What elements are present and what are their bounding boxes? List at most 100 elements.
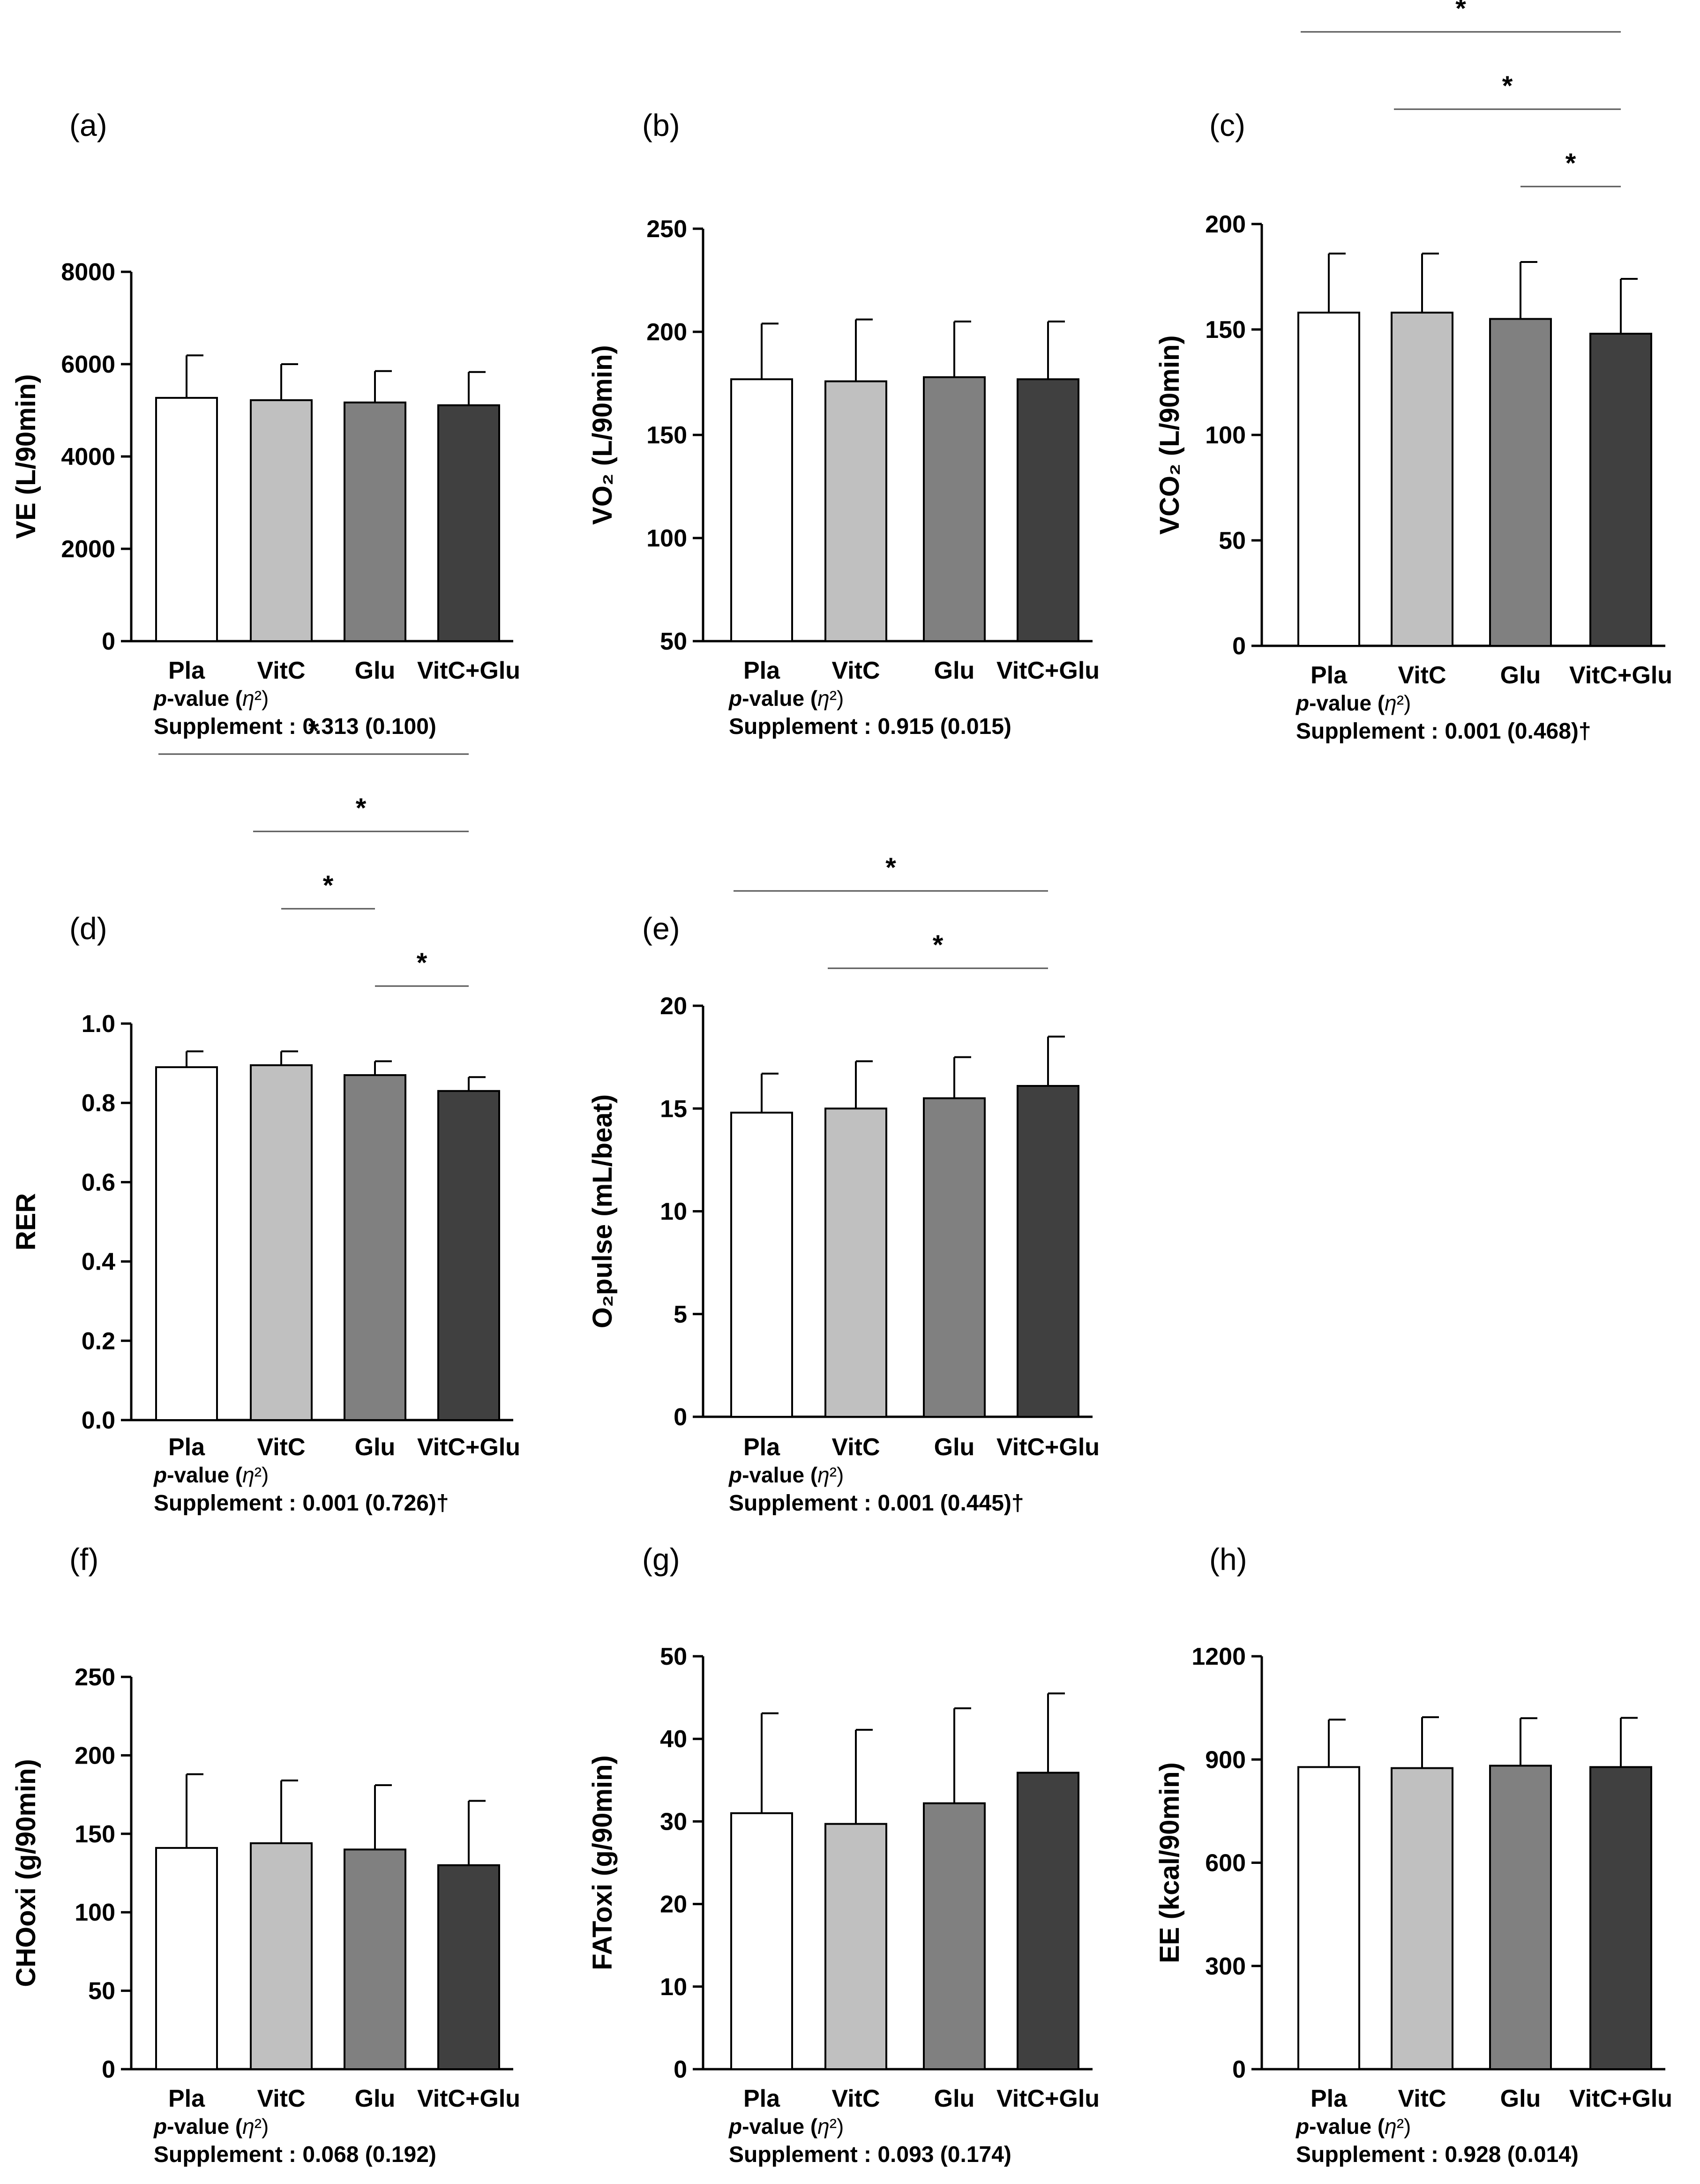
chart-panel-g: (g) 0 10 20 30 40 50 FAToxi (g/90min) Pla VitC Glu… — [587, 1542, 1100, 2167]
bar-vitc-glu — [1589, 333, 1652, 647]
x-category-label: VitC — [257, 657, 305, 684]
x-category-label: VitC+Glu — [996, 2085, 1100, 2112]
significance-star: * — [417, 948, 427, 978]
x-category-label: Pla — [1311, 662, 1348, 689]
x-category-label: Glu — [1500, 2085, 1541, 2112]
x-category-label: Pla — [743, 657, 780, 684]
bar-vitc-glu — [1017, 1085, 1079, 1418]
bar-glu — [344, 1074, 406, 1421]
bar-vitc — [250, 1842, 313, 2070]
x-category-label: VitC — [831, 1434, 880, 1461]
y-axis-title: FAToxi (g/90min) — [587, 1755, 618, 1970]
pvalue-header: p-value (η²) — [153, 686, 269, 711]
y-tick-label: 6000 — [61, 351, 115, 378]
bar-vitc — [824, 1823, 887, 2071]
significance-star: * — [323, 870, 334, 901]
bar-vitc-glu — [437, 1864, 500, 2070]
y-tick-label: 4000 — [61, 443, 115, 471]
y-tick-label: 0 — [1232, 2056, 1246, 2083]
panel-label: (e) — [642, 911, 680, 946]
bar-vitc-glu — [437, 1090, 500, 1421]
y-tick-label: 200 — [1205, 211, 1246, 238]
bar-glu — [923, 1097, 986, 1418]
x-category-label: Pla — [168, 657, 205, 684]
pvalue-header: p-value (η²) — [728, 1463, 844, 1487]
supplement-stat: Supplement : 0.928 (0.014) — [1296, 2142, 1579, 2167]
x-category-label: VitC+Glu — [1569, 662, 1672, 689]
y-tick-label: 150 — [1205, 316, 1246, 344]
chart-panel-d: (d) 0.0 0.2 0.4 0.6 0.8 1.0 RER Pla VitC Glu VitC+G… — [11, 716, 520, 1516]
supplement-stat: Supplement : 0.068 (0.192) — [154, 2142, 436, 2167]
panel-label: (h) — [1209, 1542, 1247, 1577]
x-category-label: Glu — [355, 657, 396, 684]
supplement-stat: Supplement : 0.001 (0.726)† — [154, 1491, 449, 1516]
y-tick-label: 0.6 — [82, 1169, 115, 1196]
y-axis-title: VE (L/90min) — [11, 374, 41, 539]
x-category-label: VitC+Glu — [1569, 2085, 1672, 2112]
bar-pla — [155, 1847, 218, 2070]
panel-label: (f) — [69, 1542, 98, 1577]
x-category-label: Glu — [355, 2085, 396, 2112]
bar-glu — [344, 1848, 406, 2071]
y-axis-title: O₂pulse (mL/beat) — [587, 1094, 618, 1329]
bar-glu — [344, 401, 406, 642]
significance-star: * — [933, 930, 944, 960]
bar-pla — [155, 396, 218, 642]
bar-pla — [730, 1812, 793, 2070]
y-tick-label: 10 — [660, 1198, 687, 1226]
y-axis-title: EE (kcal/90min) — [1154, 1762, 1185, 1963]
y-tick-label: 0 — [102, 2056, 115, 2083]
supplement-stat: Supplement : 0.093 (0.174) — [729, 2142, 1011, 2167]
pvalue-header: p-value (η²) — [153, 2114, 269, 2139]
bar-pla — [730, 378, 793, 642]
panel-label: (b) — [642, 108, 680, 142]
x-category-label: Glu — [1500, 662, 1541, 689]
x-category-label: VitC — [1398, 662, 1446, 689]
significance-star: * — [1455, 0, 1466, 24]
chart-panel-a: (a) 0 2000 4000 6000 8000 VE (L/90min) Pla VitC G… — [11, 108, 520, 739]
x-category-label: Pla — [168, 2085, 205, 2112]
x-category-label: VitC+Glu — [996, 657, 1100, 684]
x-category-label: Glu — [934, 657, 975, 684]
pvalue-header: p-value (η²) — [728, 686, 844, 711]
bar-glu — [1489, 1765, 1552, 2071]
bar-vitc-glu — [1589, 1766, 1652, 2070]
x-category-label: Glu — [355, 1434, 396, 1461]
y-tick-label: 8000 — [61, 259, 115, 286]
bar-pla — [155, 1066, 218, 1421]
panel-label: (a) — [69, 108, 107, 142]
significance-star: * — [1502, 71, 1513, 101]
x-category-label: Glu — [934, 2085, 975, 2112]
x-category-label: Pla — [168, 1434, 205, 1461]
bar-pla — [1297, 1766, 1360, 2070]
y-tick-label: 250 — [646, 216, 687, 243]
y-tick-label: 0 — [674, 2056, 687, 2083]
y-tick-label: 0.4 — [82, 1249, 115, 1276]
chart-panel-e: (e) 0 5 10 15 20 O₂pulse (mL/beat) Pla VitC Glu Vi… — [587, 853, 1100, 1516]
bar-vitc — [824, 1107, 887, 1418]
bar-pla — [1297, 312, 1360, 647]
y-tick-label: 0.2 — [82, 1328, 115, 1355]
x-category-label: VitC+Glu — [417, 2085, 520, 2112]
y-tick-label: 1.0 — [82, 1010, 115, 1038]
y-tick-label: 150 — [75, 1821, 115, 1848]
bar-glu — [923, 1802, 986, 2070]
x-category-label: Pla — [743, 1434, 780, 1461]
y-tick-label: 50 — [88, 1978, 115, 2005]
x-category-label: VitC — [831, 2085, 880, 2112]
y-tick-label: 100 — [75, 1899, 115, 1926]
y-tick-label: 1200 — [1191, 1643, 1246, 1670]
pvalue-header: p-value (η²) — [153, 1463, 269, 1487]
panel-label: (g) — [642, 1542, 680, 1577]
y-tick-label: 40 — [660, 1726, 687, 1753]
bar-vitc-glu — [1017, 1772, 1079, 2070]
y-tick-label: 250 — [75, 1664, 115, 1691]
y-tick-label: 200 — [646, 319, 687, 346]
x-category-label: VitC — [1398, 2085, 1446, 2112]
y-tick-label: 50 — [660, 628, 687, 655]
y-tick-label: 150 — [646, 422, 687, 449]
y-tick-label: 0 — [1232, 633, 1246, 660]
x-category-label: VitC — [831, 657, 880, 684]
supplement-stat: Supplement : 0.915 (0.015) — [729, 714, 1011, 739]
